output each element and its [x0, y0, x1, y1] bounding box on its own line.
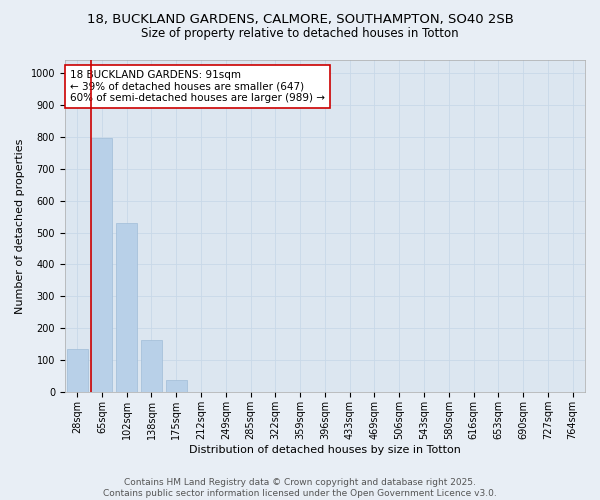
X-axis label: Distribution of detached houses by size in Totton: Distribution of detached houses by size … — [189, 445, 461, 455]
Bar — [166, 380, 187, 392]
Bar — [91, 138, 112, 392]
Text: 18 BUCKLAND GARDENS: 91sqm
← 39% of detached houses are smaller (647)
60% of sem: 18 BUCKLAND GARDENS: 91sqm ← 39% of deta… — [70, 70, 325, 103]
Y-axis label: Number of detached properties: Number of detached properties — [15, 138, 25, 314]
Bar — [141, 340, 162, 392]
Text: 18, BUCKLAND GARDENS, CALMORE, SOUTHAMPTON, SO40 2SB: 18, BUCKLAND GARDENS, CALMORE, SOUTHAMPT… — [86, 12, 514, 26]
Bar — [67, 349, 88, 393]
Text: Size of property relative to detached houses in Totton: Size of property relative to detached ho… — [141, 28, 459, 40]
Bar — [116, 223, 137, 392]
Text: Contains HM Land Registry data © Crown copyright and database right 2025.
Contai: Contains HM Land Registry data © Crown c… — [103, 478, 497, 498]
